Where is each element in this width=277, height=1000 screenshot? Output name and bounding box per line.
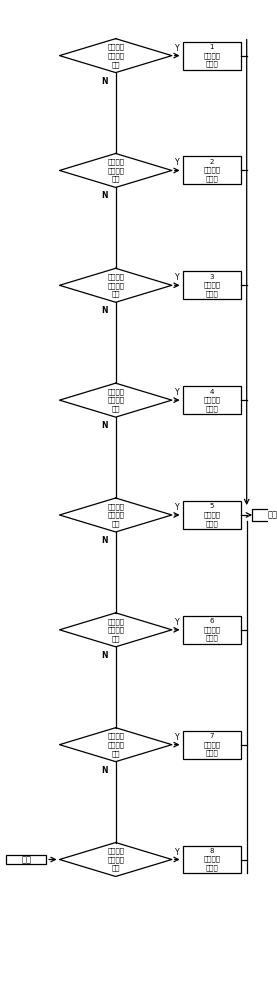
- Bar: [6, 855, 46, 864]
- Text: 检测判断
是否满足
条件: 检测判断 是否满足 条件: [107, 848, 124, 871]
- Text: Y: Y: [175, 733, 179, 742]
- Text: Y: Y: [175, 848, 179, 857]
- Text: 3
执行子行
程序路: 3 执行子行 程序路: [203, 274, 220, 297]
- Text: 6
执行子行
程序路: 6 执行子行 程序路: [203, 618, 220, 641]
- Text: 2
执行子行
程序路: 2 执行子行 程序路: [203, 159, 220, 182]
- Text: Y: Y: [175, 273, 179, 282]
- Bar: [183, 501, 241, 529]
- Text: N: N: [102, 536, 108, 545]
- Text: 检测判断
是否满足
条件: 检测判断 是否满足 条件: [107, 44, 124, 68]
- Bar: [183, 271, 241, 299]
- Text: 报警: 报警: [267, 510, 277, 519]
- Text: 检测判断
是否满足
条件: 检测判断 是否满足 条件: [107, 273, 124, 297]
- Text: Y: Y: [175, 388, 179, 397]
- Bar: [183, 616, 241, 644]
- Text: N: N: [102, 306, 108, 315]
- Text: Y: Y: [175, 44, 179, 53]
- Text: 检测判断
是否满足
条件: 检测判断 是否满足 条件: [107, 159, 124, 182]
- Text: 5
执行子行
程序路: 5 执行子行 程序路: [203, 503, 220, 527]
- Text: 开始: 开始: [21, 855, 31, 864]
- Text: 检测判断
是否满足
条件: 检测判断 是否满足 条件: [107, 388, 124, 412]
- Text: N: N: [102, 77, 108, 86]
- Text: N: N: [102, 766, 108, 775]
- Text: 8
执行子行
程序路: 8 执行子行 程序路: [203, 848, 220, 871]
- Bar: [183, 156, 241, 184]
- Text: 1
执行子行
程序路: 1 执行子行 程序路: [203, 44, 220, 67]
- Text: 检测判断
是否满足
条件: 检测判断 是否满足 条件: [107, 503, 124, 527]
- Bar: [183, 731, 241, 759]
- Text: Y: Y: [175, 503, 179, 512]
- Text: 检测判断
是否满足
条件: 检测判断 是否满足 条件: [107, 618, 124, 642]
- Text: 检测判断
是否满足
条件: 检测判断 是否满足 条件: [107, 733, 124, 757]
- Text: Y: Y: [175, 618, 179, 627]
- Text: 7
执行子行
程序路: 7 执行子行 程序路: [203, 733, 220, 756]
- Text: Y: Y: [175, 158, 179, 167]
- Text: N: N: [102, 651, 108, 660]
- Bar: [183, 386, 241, 414]
- Bar: [252, 509, 277, 521]
- Text: N: N: [102, 191, 108, 200]
- Bar: [183, 42, 241, 70]
- Text: N: N: [102, 421, 108, 430]
- Text: 4
执行子行
程序路: 4 执行子行 程序路: [203, 389, 220, 412]
- Bar: [183, 846, 241, 873]
